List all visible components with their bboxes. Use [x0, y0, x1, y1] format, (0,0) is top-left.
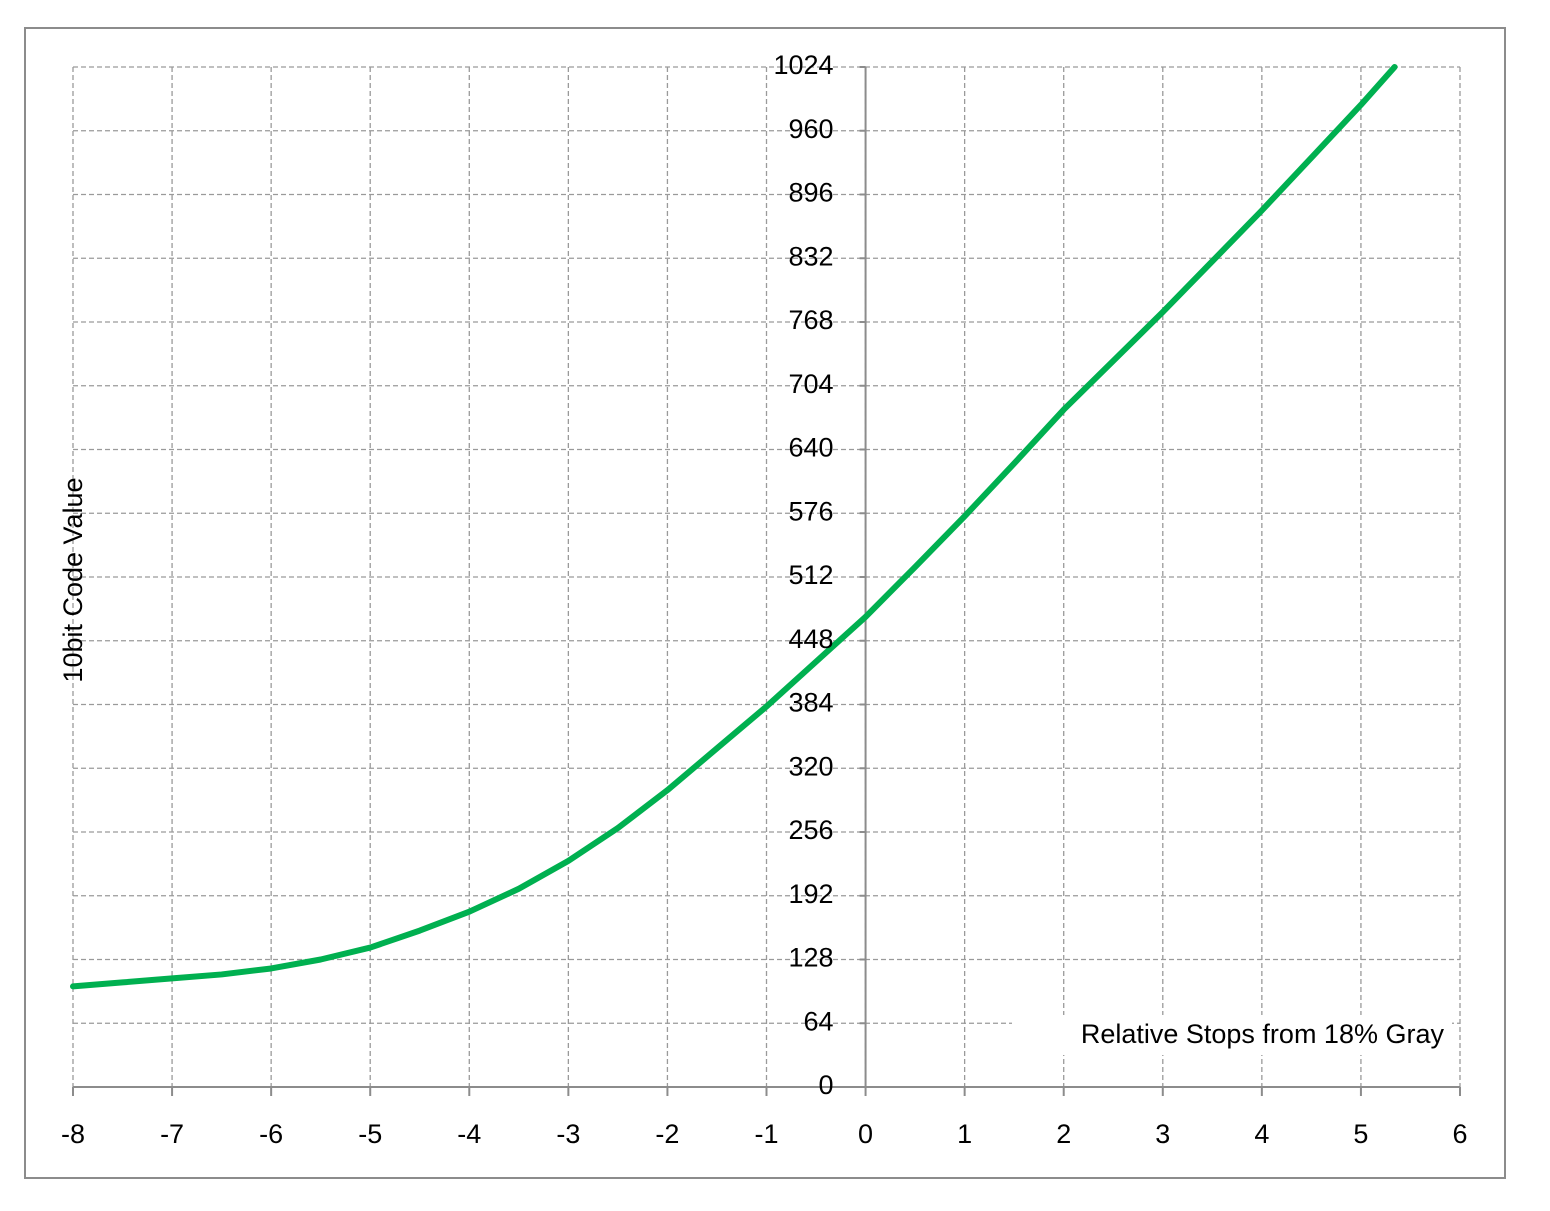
x-tick-label: 1: [957, 1119, 972, 1149]
x-tick-label: 2: [1056, 1119, 1071, 1149]
y-tick-label: 896: [789, 178, 834, 208]
y-tick-label: 0: [819, 1070, 834, 1100]
y-tick-label: 384: [789, 688, 834, 718]
x-tick-label: 4: [1254, 1119, 1269, 1149]
grid: [72, 66, 1461, 1096]
x-tick-label: -1: [754, 1119, 778, 1149]
y-tick-label: 576: [789, 496, 834, 526]
y-tick-label: 320: [789, 751, 834, 781]
y-tick-label: 192: [789, 879, 834, 909]
y-tick-label: 512: [789, 560, 834, 590]
y-tick-label: 832: [789, 241, 834, 271]
y-tick-label: 640: [789, 433, 834, 463]
x-tick-label: -5: [358, 1119, 382, 1149]
x-tick-label: -3: [556, 1119, 580, 1149]
y-tick-label: 1024: [773, 50, 833, 80]
y-tick-label: 256: [789, 815, 834, 845]
x-tick-label: -7: [160, 1119, 184, 1149]
x-tick-label: -8: [61, 1119, 85, 1149]
x-tick-label: 5: [1353, 1119, 1368, 1149]
y-tick-label: 768: [789, 305, 834, 335]
y-tick-label: 128: [789, 943, 834, 973]
y-tick-label: 960: [789, 114, 834, 144]
y-tick-label: 448: [789, 624, 834, 654]
plot: [70, 64, 1398, 990]
x-tick-label: -6: [259, 1119, 283, 1149]
y-tick-label: 64: [804, 1006, 834, 1036]
x-label-background: [1012, 1015, 1452, 1055]
x-axis-label: Relative Stops from 18% Gray: [1081, 1019, 1445, 1049]
chart-frame: [24, 27, 1506, 1179]
y-axis-label: 10bit Code Value: [58, 477, 88, 682]
x-tick-label: 3: [1155, 1119, 1170, 1149]
x-tick-label: 0: [858, 1119, 873, 1149]
data-line: [70, 64, 1398, 990]
x-tick-label: 6: [1452, 1119, 1467, 1149]
y-tick-label: 704: [789, 369, 834, 399]
x-tick-label: -2: [655, 1119, 679, 1149]
x-tick-label: -4: [457, 1119, 481, 1149]
